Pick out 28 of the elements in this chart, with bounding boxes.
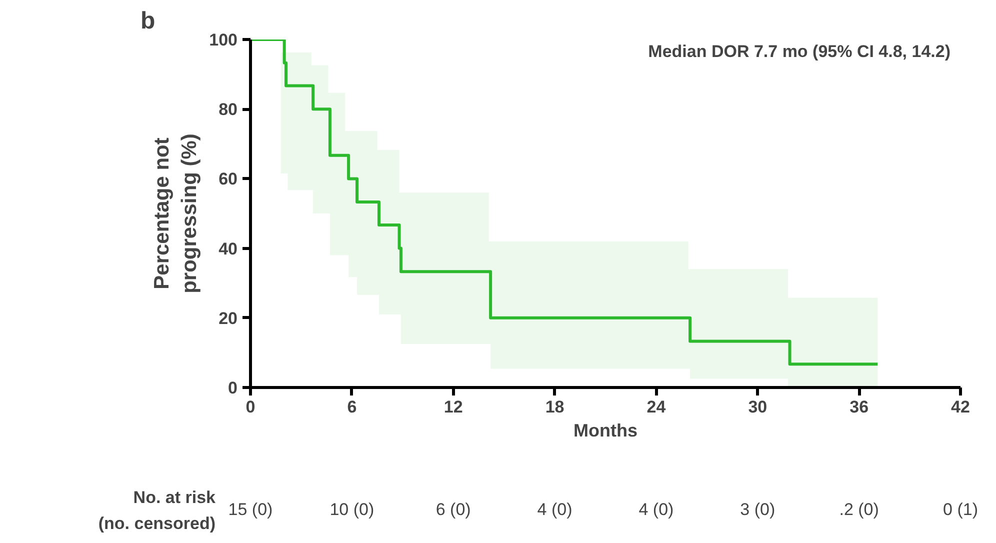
text: (no. censored) [98, 514, 216, 533]
text: 3 (0) [740, 500, 776, 519]
chart-title: b [140, 8, 156, 34]
text: No. at risk [133, 488, 216, 507]
y-tick-label: 100 [209, 30, 238, 50]
x-tick-label: 24 [646, 398, 666, 416]
text: 6 (0) [436, 500, 471, 519]
x-tick-label: 6 [347, 398, 357, 416]
x-tick-label: 36 [850, 398, 869, 416]
text: 4 (0) [638, 500, 674, 519]
text: 10 (0) [330, 500, 374, 519]
text: 4 (0) [537, 500, 572, 519]
x-tick-label: 12 [444, 398, 463, 416]
y-tick-label: 20 [218, 308, 238, 328]
x-axis-title: Months [574, 420, 638, 440]
x-tick-label: 0 [246, 398, 256, 416]
x-tick-label: 18 [545, 398, 564, 416]
y-axis-title: Percentage not progressing (%) [150, 134, 202, 294]
text: .2 (0) [839, 500, 879, 519]
text: 15 (0) [228, 500, 273, 519]
y-tick-label: 80 [218, 100, 238, 120]
y-tick-label: 60 [218, 170, 238, 189]
annotation: Median DOR 7.7 mo (95% CI 4.8, 14.2) [648, 42, 951, 61]
y-tick-label: 40 [218, 239, 238, 258]
x-tick-label: 42 [951, 398, 970, 416]
text: 0 (1) [943, 500, 978, 519]
x-tick-label: 30 [748, 398, 768, 416]
y-tick-label: 0 [228, 378, 238, 398]
